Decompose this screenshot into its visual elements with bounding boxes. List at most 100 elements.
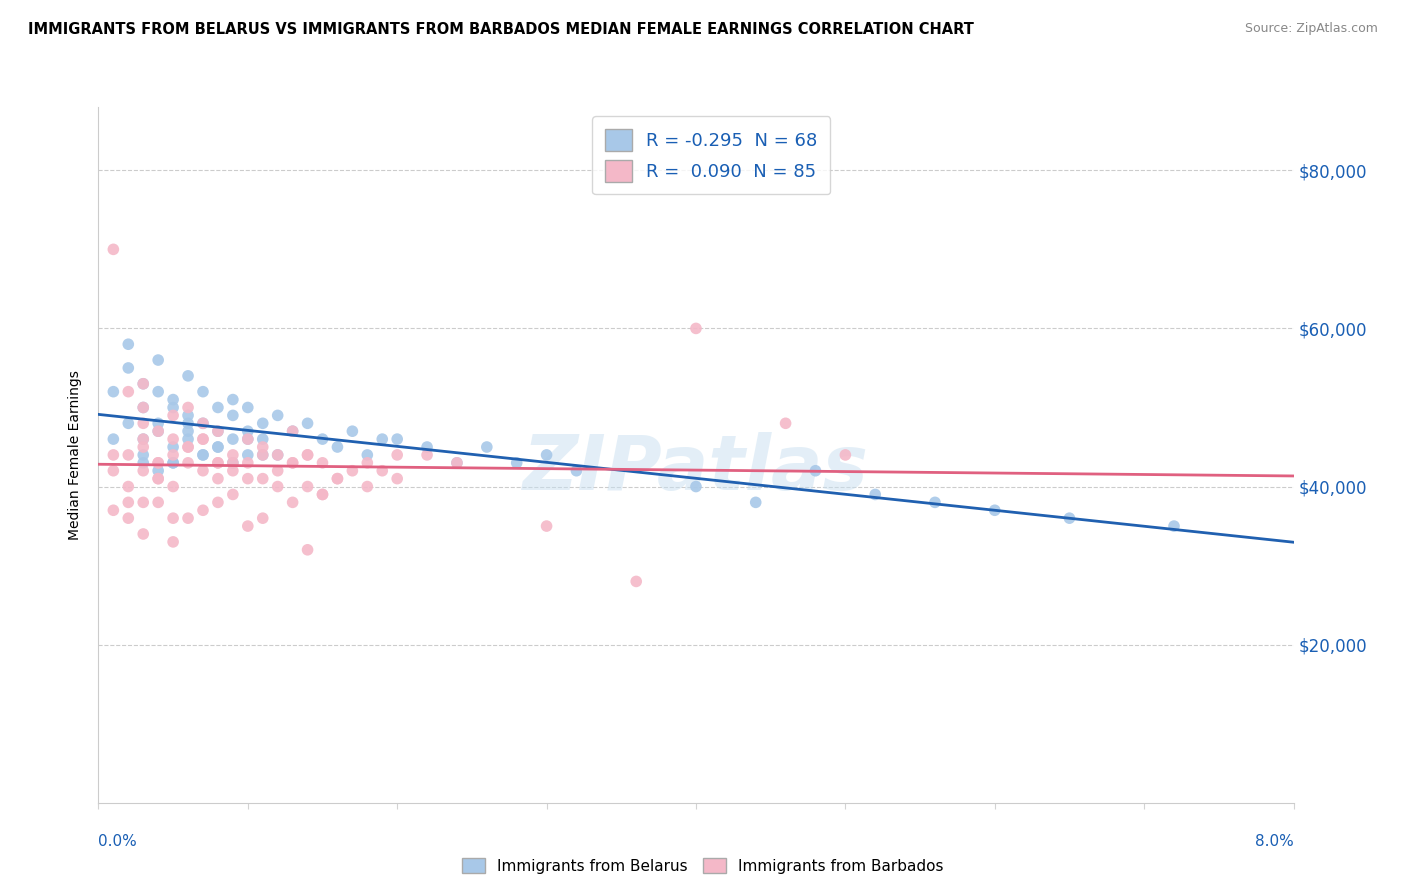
Point [207,424,229,438]
Point [117,337,139,351]
Point [983,503,1005,517]
Point [162,401,184,415]
Point [117,511,139,525]
Text: 0.0%: 0.0% [98,834,138,849]
Point [356,456,378,470]
Point [281,424,304,438]
Point [148,424,170,438]
Point [804,464,827,478]
Point [326,472,349,486]
Point [371,432,394,446]
Point [385,472,409,486]
Point [132,376,155,391]
Point [745,495,768,509]
Point [252,417,274,431]
Point [446,456,468,470]
Point [281,456,304,470]
Point [236,456,259,470]
Point [342,424,364,438]
Point [177,432,200,446]
Point [385,448,409,462]
Point [148,495,170,509]
Point [222,464,245,478]
Point [222,448,245,462]
Point [311,432,333,446]
Point [162,432,184,446]
Point [1163,519,1185,533]
Point [624,574,647,589]
Point [252,472,274,486]
Point [356,479,378,493]
Point [281,456,304,470]
Point [281,495,304,509]
Point [162,448,184,462]
Point [162,456,184,470]
Point [297,542,319,557]
Point [162,479,184,493]
Point [148,456,170,470]
Point [207,495,229,509]
Point [326,440,349,454]
Point [222,432,245,446]
Point [297,479,319,493]
Point [117,361,139,376]
Point [132,401,155,415]
Point [685,479,707,493]
Point [132,495,155,509]
Point [132,432,155,446]
Point [103,503,125,517]
Point [252,511,274,525]
Point [297,448,319,462]
Point [191,448,214,462]
Point [863,487,886,501]
Point [297,448,319,462]
Point [191,503,214,517]
Point [148,472,170,486]
Point [132,376,155,391]
Point [506,456,529,470]
Point [177,409,200,423]
Point [162,511,184,525]
Point [834,448,856,462]
Point [222,456,245,470]
Point [117,479,139,493]
Point [252,448,274,462]
Point [177,456,200,470]
Point [162,535,184,549]
Text: IMMIGRANTS FROM BELARUS VS IMMIGRANTS FROM BARBADOS MEDIAN FEMALE EARNINGS CORRE: IMMIGRANTS FROM BELARUS VS IMMIGRANTS FR… [28,22,974,37]
Point [326,472,349,486]
Point [132,527,155,541]
Point [207,401,229,415]
Point [236,519,259,533]
Point [342,464,364,478]
Legend: Immigrants from Belarus, Immigrants from Barbados: Immigrants from Belarus, Immigrants from… [456,852,950,880]
Point [132,432,155,446]
Point [371,464,394,478]
Point [207,424,229,438]
Point [177,368,200,383]
Point [252,448,274,462]
Point [103,432,125,446]
Point [162,440,184,454]
Point [103,384,125,399]
Point [117,448,139,462]
Y-axis label: Median Female Earnings: Median Female Earnings [69,370,83,540]
Point [191,464,214,478]
Point [236,432,259,446]
Point [162,409,184,423]
Point [162,392,184,407]
Point [252,440,274,454]
Point [191,384,214,399]
Point [191,432,214,446]
Text: ZIPatlas: ZIPatlas [523,432,869,506]
Point [236,432,259,446]
Point [148,456,170,470]
Point [191,448,214,462]
Point [385,432,409,446]
Point [132,440,155,454]
Point [222,456,245,470]
Point [132,448,155,462]
Point [148,384,170,399]
Point [207,456,229,470]
Point [148,464,170,478]
